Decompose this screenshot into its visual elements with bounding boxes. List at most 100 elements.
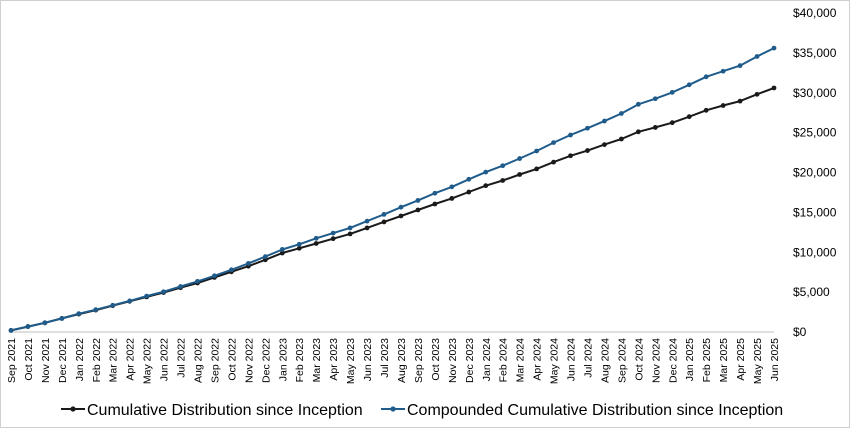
y-tick-label: $30,000 <box>793 86 837 100</box>
legend-marker-2 <box>390 406 396 412</box>
data-point <box>720 103 726 108</box>
x-tick-label: Nov 2022 <box>243 338 255 383</box>
data-point <box>25 324 31 329</box>
x-tick-label: Jul 2024 <box>582 338 594 378</box>
data-point <box>483 169 489 175</box>
x-tick-label: Dec 2024 <box>667 338 679 383</box>
data-point <box>330 230 336 236</box>
x-tick-label: Dec 2023 <box>464 338 476 383</box>
data-point <box>568 153 573 159</box>
x-tick-label: Apr 2024 <box>532 338 544 381</box>
legend-label-1: Cumulative Distribution since Inception <box>87 402 363 419</box>
data-point <box>432 201 438 207</box>
x-tick-label: Sep 2023 <box>413 338 425 383</box>
x-tick-label: Jun 2022 <box>159 338 171 381</box>
data-point <box>483 183 489 189</box>
x-tick-label: Dec 2022 <box>260 338 272 383</box>
data-point <box>754 91 760 97</box>
x-tick-label: Aug 2023 <box>396 338 408 383</box>
data-point <box>381 219 387 225</box>
x-tick-label: Oct 2022 <box>226 338 238 381</box>
y-tick-label: $0 <box>793 325 807 339</box>
x-tick-label: Nov 2023 <box>447 338 459 383</box>
data-point <box>347 231 353 237</box>
x-tick-label: Jan 2022 <box>74 338 86 381</box>
x-tick-label: Apr 2023 <box>328 338 340 381</box>
data-point <box>635 129 641 135</box>
legend-marker-1 <box>70 406 76 412</box>
data-point <box>720 68 726 74</box>
x-tick-label: Feb 2022 <box>91 338 103 383</box>
x-tick-label: Nov 2021 <box>40 338 52 383</box>
data-point <box>212 273 217 279</box>
y-tick-label: $15,000 <box>793 205 837 219</box>
data-point <box>279 250 285 256</box>
data-point <box>229 267 234 273</box>
data-point <box>551 159 556 165</box>
data-point <box>364 225 370 231</box>
data-point <box>144 293 150 299</box>
data-point <box>703 74 709 80</box>
data-point <box>415 207 421 213</box>
x-tick-label: May 2022 <box>142 338 154 384</box>
x-tick-label: Sep 2024 <box>616 338 628 383</box>
x-tick-label: Oct 2021 <box>23 338 35 381</box>
data-point <box>517 156 523 161</box>
x-tick-label: Apr 2022 <box>125 338 137 381</box>
data-point <box>517 172 523 177</box>
data-point <box>8 328 14 333</box>
y-tick-label: $20,000 <box>793 166 837 180</box>
data-point <box>619 136 624 142</box>
data-point <box>93 307 99 313</box>
data-point <box>585 148 590 153</box>
y-tick-label: $5,000 <box>793 285 830 299</box>
data-point <box>449 196 455 201</box>
data-point <box>652 96 658 102</box>
x-tick-label: Oct 2023 <box>430 338 442 381</box>
data-point <box>195 278 200 284</box>
data-point <box>466 189 472 195</box>
data-point <box>500 178 506 183</box>
data-point <box>686 82 692 88</box>
data-point <box>161 289 167 295</box>
data-point <box>568 132 573 138</box>
x-tick-label: Oct 2024 <box>633 338 645 381</box>
x-tick-label: Aug 2024 <box>599 338 611 383</box>
legend-label-2: Compounded Cumulative Distribution since… <box>407 402 783 419</box>
x-tick-label: Jan 2024 <box>481 338 493 381</box>
data-point <box>313 235 319 241</box>
data-point <box>652 125 658 130</box>
x-tick-label: May 2023 <box>345 338 357 384</box>
data-point <box>279 247 285 252</box>
data-point <box>737 98 743 104</box>
data-point <box>669 120 675 126</box>
data-point <box>381 211 387 217</box>
data-point <box>415 198 421 203</box>
x-tick-label: Jun 2023 <box>362 338 374 381</box>
data-point <box>296 241 302 247</box>
data-point <box>669 89 675 95</box>
data-point <box>245 261 251 266</box>
data-point <box>534 148 540 154</box>
x-tick-label: Jan 2023 <box>277 338 289 381</box>
data-point <box>771 45 777 51</box>
data-point <box>42 320 48 326</box>
data-point <box>262 254 268 260</box>
x-tick-label: Sep 2021 <box>6 338 18 383</box>
data-point <box>585 125 590 131</box>
x-tick-label: Nov 2024 <box>650 338 662 383</box>
x-tick-label: Jul 2023 <box>379 338 391 378</box>
data-point <box>127 298 133 304</box>
x-tick-label: Feb 2024 <box>498 338 510 383</box>
x-tick-label: May 2025 <box>752 338 764 384</box>
series-line-1 <box>10 87 775 332</box>
x-tick-label: Mar 2024 <box>515 338 527 383</box>
data-point <box>500 163 506 169</box>
x-tick-label: Feb 2023 <box>294 338 306 383</box>
data-point <box>59 316 65 321</box>
data-point <box>619 111 624 116</box>
x-tick-label: Mar 2023 <box>311 338 323 383</box>
y-tick-label: $10,000 <box>793 245 837 259</box>
x-tick-label: May 2024 <box>549 338 561 384</box>
x-tick-label: Jun 2025 <box>769 338 781 381</box>
